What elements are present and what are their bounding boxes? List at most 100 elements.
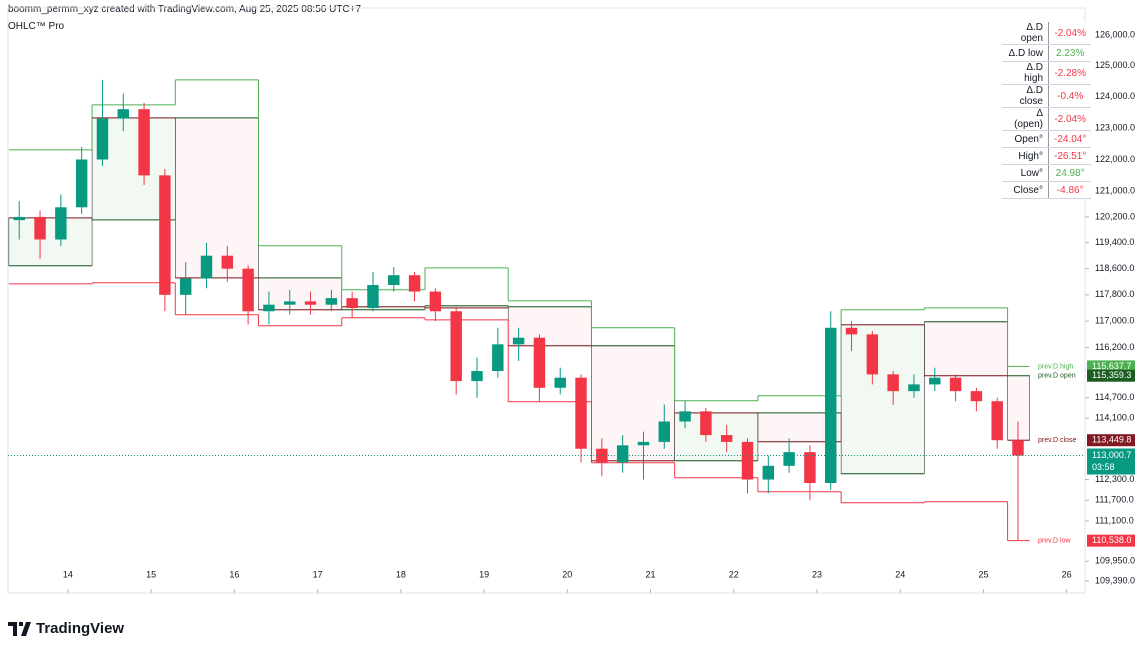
chart: 126,000.0 125,000.0 124,000.0 123,000.0 122,… (7, 7, 1135, 594)
candle-body (13, 216, 25, 221)
candle-body (34, 216, 46, 240)
y-tick-label: 118,600.0 (1095, 263, 1134, 273)
daily-box (924, 321, 1008, 377)
row-value: -0.4% (1048, 84, 1092, 108)
price-tag (1087, 360, 1135, 373)
candle-body (825, 327, 837, 483)
daily-box (8, 217, 93, 267)
indicator-name: OHLC™ Pro (8, 21, 65, 32)
x-tick-label: 19 (479, 569, 489, 579)
candle-body (720, 435, 733, 442)
plot-area (7, 7, 1086, 594)
daily-box (591, 345, 675, 462)
candle-body (117, 109, 129, 119)
level-label: prev.D close (1038, 437, 1076, 444)
last-price-label: 113,000.7 (1092, 450, 1131, 460)
candle-body (408, 275, 421, 292)
candle-body (762, 465, 775, 480)
table-row: High° -26.51° (1002, 147, 1092, 165)
x-tick-label: 17 (313, 569, 323, 579)
y-tick-label: 116,200.0 (1095, 342, 1134, 352)
candle-body (471, 371, 483, 382)
logo-text: TradingView (36, 620, 125, 637)
table-row: Open° -24.04° (1002, 130, 1092, 148)
candle-body (492, 344, 504, 372)
row-label: Close° (1002, 181, 1049, 199)
table-row: Δ (open) -2.04% (1002, 107, 1092, 131)
y-tick-label: 121,000.0 (1095, 186, 1135, 196)
row-value: 2.23% (1048, 44, 1092, 62)
price-tag (1087, 369, 1135, 382)
candle-body (929, 377, 941, 385)
price-tag-label: 110,538.0 (1092, 535, 1131, 545)
row-value: 24.98° (1048, 164, 1092, 182)
candle-body (512, 337, 525, 345)
y-tick-label: 125,000.0 (1095, 60, 1135, 70)
candle-body (1012, 440, 1024, 456)
table-row: Δ.D open -2.04% (1002, 22, 1092, 45)
x-tick-label: 22 (729, 569, 739, 579)
candle-body (284, 301, 296, 305)
row-label: High° (1002, 147, 1049, 165)
table-row: Δ.D close -0.4% (1002, 84, 1092, 108)
candle-body (304, 301, 317, 305)
stats-table: Δ.D open -2.04% Δ.D low 2.23% Δ.D high -2.28%… (1002, 22, 1092, 199)
y-tick-label: 111,100.0 (1095, 515, 1134, 525)
x-tick-label: 21 (646, 569, 656, 579)
last-price-tag (1087, 448, 1135, 475)
table-row: Close° -4.86° (1002, 181, 1092, 199)
logo: TradingView (8, 620, 124, 637)
candle-body (616, 445, 629, 463)
row-label: Δ.D low (1002, 44, 1049, 62)
x-tick-label: 20 (562, 569, 572, 579)
candle-body (200, 255, 213, 279)
row-label: Low° (1002, 164, 1049, 182)
x-tick-label: 14 (63, 569, 73, 579)
candle-body (908, 384, 920, 392)
y-tick-label: 117,000.0 (1095, 316, 1134, 326)
candle-body (533, 337, 546, 388)
y-tick-label: 120,200.0 (1095, 211, 1135, 221)
candle-body (138, 109, 150, 176)
row-value: -26.51° (1048, 147, 1092, 165)
price-tag-label: 115,637.7 (1092, 361, 1131, 371)
candle-body (887, 374, 899, 392)
candle-body (804, 452, 816, 483)
candle-body (783, 452, 795, 466)
candle-body (679, 411, 691, 422)
y-tick-label: 112,300.0 (1095, 474, 1134, 484)
row-label: Δ.D close (1002, 84, 1049, 108)
x-tick-label: 26 (1062, 569, 1072, 579)
x-tick-label: 25 (978, 569, 988, 579)
candle-body (949, 377, 962, 392)
y-tick-label: 109,950.0 (1095, 556, 1135, 566)
table-row: Δ.D high -2.28% (1002, 61, 1092, 85)
candle-body (221, 255, 234, 269)
candle-body (75, 159, 88, 208)
row-value: -2.04% (1048, 22, 1092, 45)
x-tick-label: 23 (812, 569, 822, 579)
x-tick-label: 18 (396, 569, 406, 579)
candle-body (554, 377, 566, 388)
y-tick-label: 119,400.0 (1095, 237, 1134, 247)
y-tick-label: 114,700.0 (1095, 392, 1134, 402)
x-tick-label: 16 (229, 569, 239, 579)
candle-body (596, 448, 608, 463)
level-label: prev.D low (1038, 537, 1071, 544)
candle-body (346, 298, 358, 308)
y-tick-label: 114,100.0 (1095, 413, 1134, 423)
row-value: -2.04% (1048, 107, 1092, 131)
candle-body (845, 327, 858, 335)
price-tag (1087, 534, 1135, 547)
y-tick-label: 109,390.0 (1095, 575, 1135, 585)
attribution: boomm_permm_xyz created with TradingView… (8, 4, 362, 15)
y-tick-label: 126,000.0 (1095, 29, 1135, 39)
countdown: 03:58 (1092, 462, 1115, 472)
candle-body (429, 291, 442, 312)
row-label: Δ.D open (1002, 22, 1049, 45)
candle-body (991, 401, 1003, 441)
candle-body (970, 391, 983, 402)
candle-body (866, 334, 879, 375)
level-label: prev.D high (1038, 363, 1073, 370)
